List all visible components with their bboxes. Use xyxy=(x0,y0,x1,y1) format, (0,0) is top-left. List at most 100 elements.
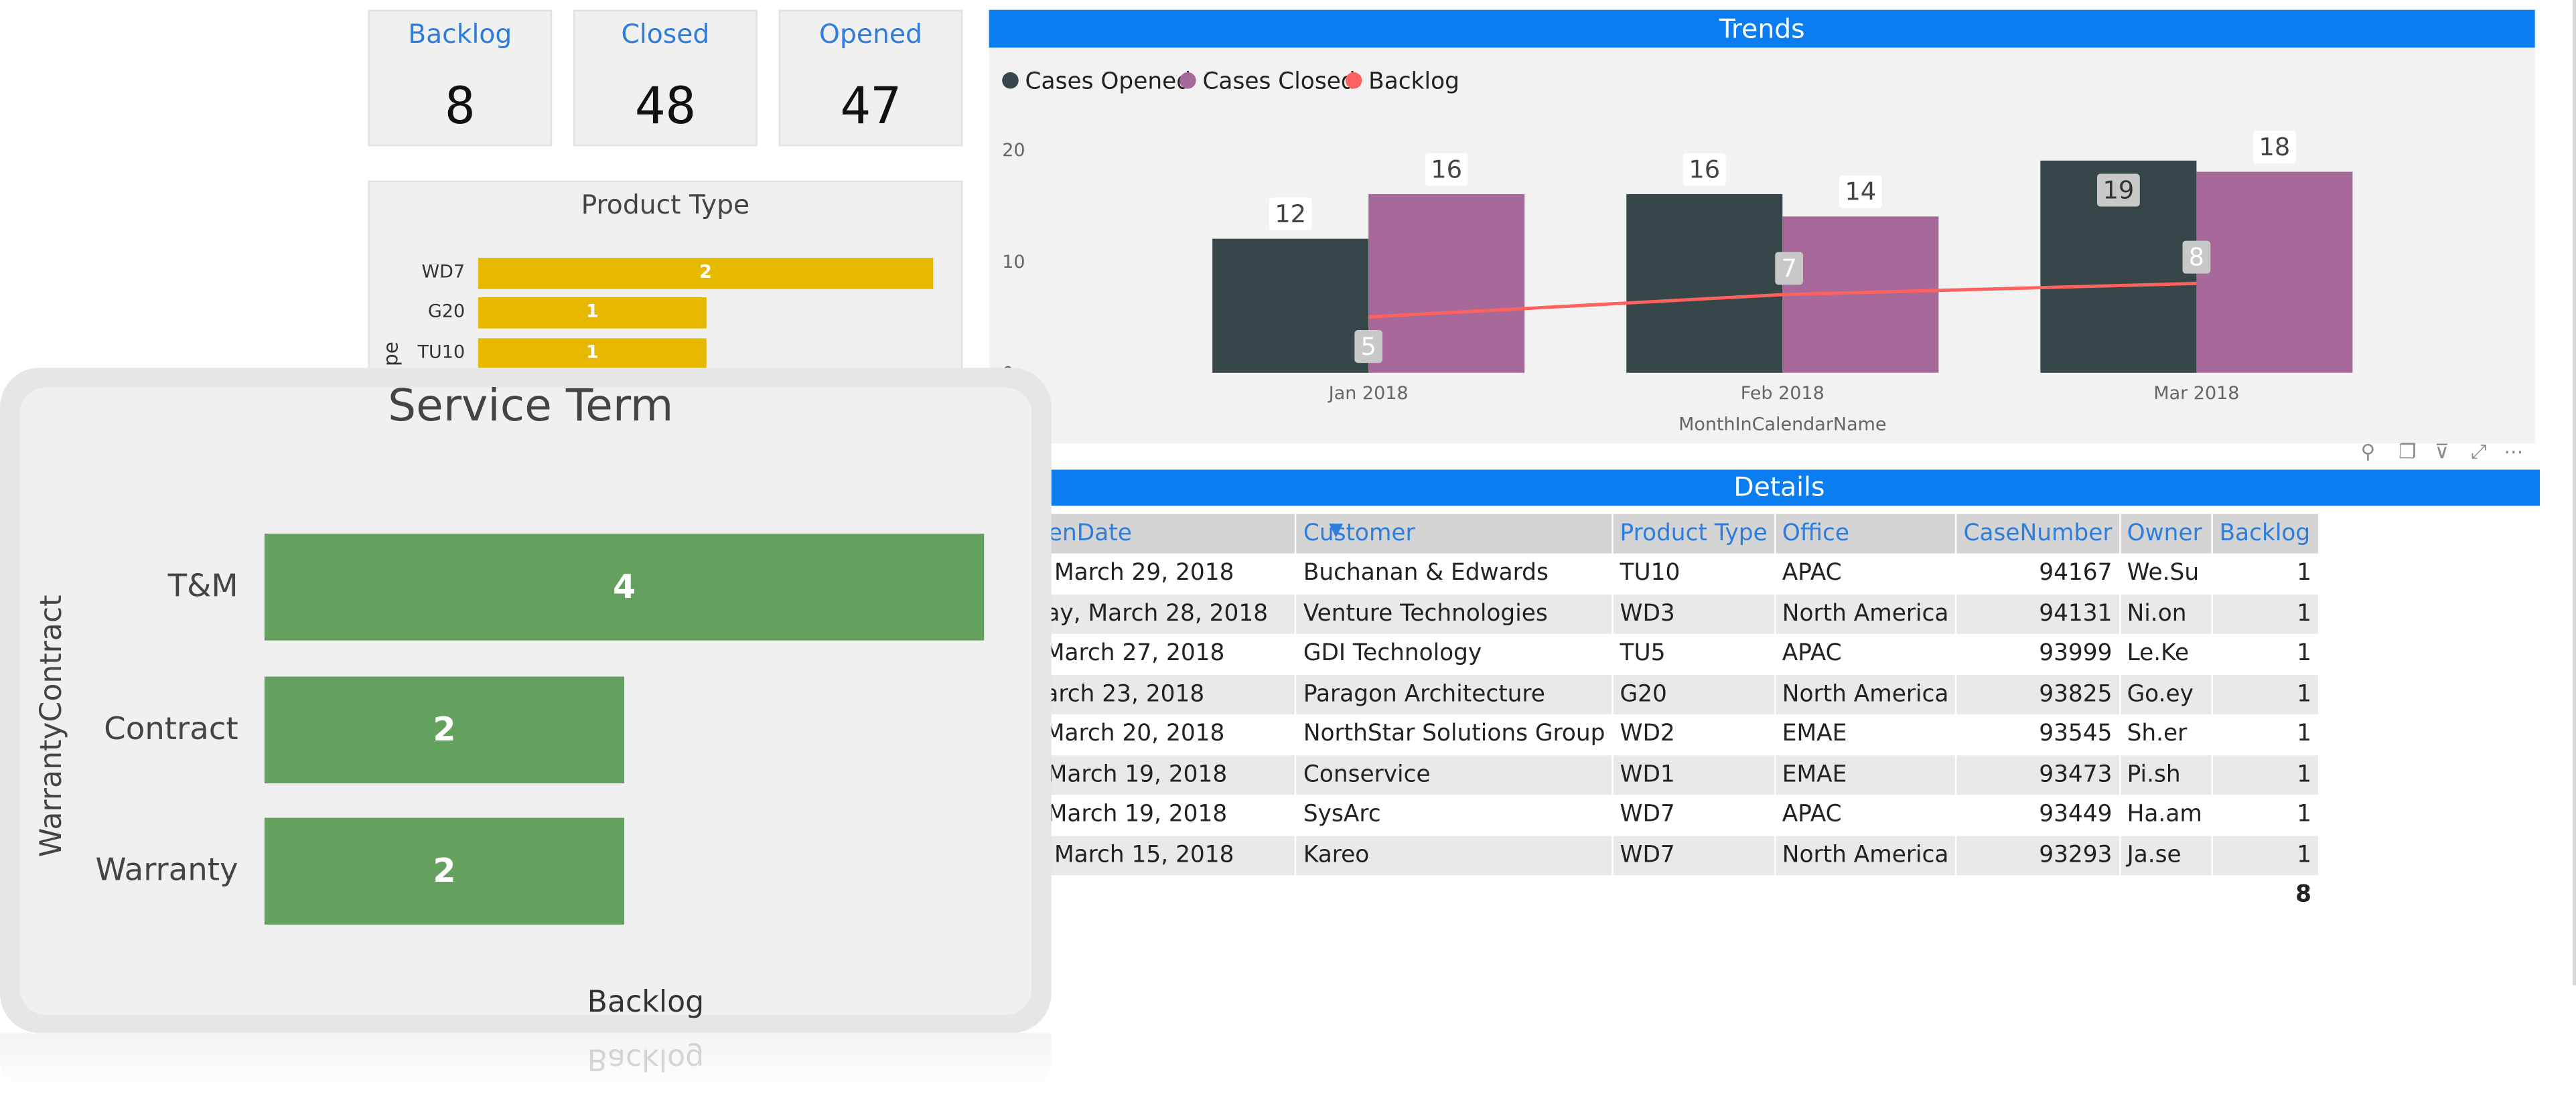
sort-descending-icon[interactable]: ▼ xyxy=(1329,519,1343,540)
bar[interactable]: 4 xyxy=(264,534,985,641)
kpi-card-closed[interactable]: Closed 48 xyxy=(573,9,758,147)
x-axis-title: MonthInCalendarName xyxy=(1678,414,1886,435)
legend-item[interactable]: Cases Closed xyxy=(1179,69,1356,95)
total-cell xyxy=(1295,875,1614,916)
column-header[interactable]: Office xyxy=(1774,514,1957,554)
table-cell: G20 xyxy=(1612,674,1776,714)
legend-dot xyxy=(1002,72,1019,89)
table-row[interactable]: rsday, March 15, 2018 Kareo WD7 North Ameri… xyxy=(969,835,2320,876)
bar[interactable]: 2 xyxy=(264,817,625,925)
table-cell: North America xyxy=(1774,593,1957,634)
bar-row[interactable]: WD7 2 xyxy=(370,258,961,289)
data-label-cases-opened-bg xyxy=(1683,153,1726,186)
filter-icon[interactable]: ⊽ xyxy=(2435,440,2449,463)
copy-icon[interactable]: ❐ xyxy=(2399,440,2417,463)
data-label-backlog-bg xyxy=(2182,240,2211,274)
total-cell: 8 xyxy=(2212,875,2320,916)
table-cell: North America xyxy=(1774,674,1957,714)
kpi-value: 8 xyxy=(444,77,476,137)
column-header[interactable]: Customer xyxy=(1295,514,1614,554)
table-cell: NorthStar Solutions Group xyxy=(1295,714,1614,755)
table-cell: WD7 xyxy=(1612,795,1776,836)
data-label-cases-closed: 14 xyxy=(1845,177,1876,206)
table-header-row: enDate ▼ Customer Product Type Office Cas… xyxy=(969,514,2320,554)
bar[interactable]: 1 xyxy=(478,297,707,329)
category-label: T&M xyxy=(167,568,238,605)
details-header: Details xyxy=(1018,469,2541,506)
table-cell: Kareo xyxy=(1295,835,1614,876)
column-header[interactable]: CaseNumber xyxy=(1956,514,2121,554)
legend-label: Backlog xyxy=(1368,69,1459,96)
kpi-label: Opened xyxy=(819,17,922,50)
table-row[interactable]: sday, March 27, 2018 GDI Technology TU5 APA… xyxy=(969,633,2320,674)
table-cell: TU5 xyxy=(1612,633,1776,674)
table-cell: Le.Ke xyxy=(2119,633,2213,674)
table-row[interactable]: rsday, March 29, 2018 Buchanan & Edwards T… xyxy=(969,553,2320,594)
bar-cases-opened xyxy=(1212,238,1369,373)
legend-item[interactable]: Backlog xyxy=(1345,69,1459,96)
table-cell: Venture Technologies xyxy=(1295,593,1614,634)
axis-title: pe xyxy=(379,341,403,366)
data-label-cases-closed: 16 xyxy=(1431,155,1462,183)
table-cell: Conservice xyxy=(1295,755,1614,795)
table-cell: APAC xyxy=(1774,633,1957,674)
kpi-label: Backlog xyxy=(408,17,512,50)
data-label-cases-closed-bg xyxy=(1425,153,1468,186)
table-row[interactable]: sday, March 20, 2018 NorthStar Solutions … xyxy=(969,714,2320,755)
table-cell: SysArc xyxy=(1295,795,1614,836)
table-row[interactable]: dnesday, March 28, 2018 Venture Technolog… xyxy=(969,593,2320,634)
column-header[interactable]: Backlog xyxy=(2212,514,2320,554)
table-cell: 1 xyxy=(2212,835,2320,876)
table-cell: WD2 xyxy=(1612,714,1776,755)
table-cell: 1 xyxy=(2212,674,2320,714)
bar-row[interactable]: G20 1 xyxy=(370,297,961,329)
table-cell: 94131 xyxy=(1956,593,2121,634)
table-cell: Buchanan & Edwards xyxy=(1295,553,1614,594)
kpi-card-opened[interactable]: Opened 47 xyxy=(778,9,963,147)
kpi-value: 48 xyxy=(634,77,697,137)
y-tick-label: 20 xyxy=(1002,140,1025,161)
total-cell xyxy=(1612,875,1776,916)
data-label: 4 xyxy=(612,566,636,607)
x-axis-title: Backlog xyxy=(587,985,705,1020)
focus-mode-icon[interactable]: ⤢ xyxy=(2471,440,2487,463)
legend-dot xyxy=(1179,72,1196,89)
x-tick-label: Mar 2018 xyxy=(2153,383,2239,404)
pin-icon[interactable]: ⚲ xyxy=(2360,440,2376,463)
table-cell: 93473 xyxy=(1956,755,2121,795)
bar-cases-closed xyxy=(1368,193,1525,373)
bar[interactable]: 1 xyxy=(478,338,707,370)
column-header[interactable]: Product Type xyxy=(1612,514,1776,554)
kpi-label: Closed xyxy=(621,17,710,50)
more-options-icon[interactable]: ⋯ xyxy=(2504,440,2524,463)
x-axis-title-reflection: Backlog xyxy=(587,1041,705,1076)
details-table[interactable]: enDate ▼ Customer Product Type Office Cas… xyxy=(969,514,2320,916)
column-header[interactable]: Owner xyxy=(2119,514,2213,554)
y-axis-title: WarrantyContract xyxy=(34,595,70,858)
data-label: 1 xyxy=(585,300,599,322)
table-row[interactable]: nday, March 19, 2018 Conservice WD1 EMAE 934… xyxy=(969,755,2320,795)
bar-row[interactable]: TU10 1 xyxy=(370,338,961,370)
x-tick-label: Jan 2018 xyxy=(1328,383,1409,404)
total-cell xyxy=(1956,875,2121,916)
table-cell: WD1 xyxy=(1612,755,1776,795)
table-cell: Ni.on xyxy=(2119,593,2213,634)
bar[interactable]: 2 xyxy=(478,258,934,289)
total-cell xyxy=(1774,875,1957,916)
table-cell: 93449 xyxy=(1956,795,2121,836)
data-label-backlog-bg xyxy=(1775,252,1803,285)
bar[interactable]: 2 xyxy=(264,676,625,783)
table-cell: 1 xyxy=(2212,553,2320,594)
table-row[interactable]: nday, March 19, 2018 SysArc WD7 APAC 93449 Ha… xyxy=(969,795,2320,836)
page-scrollbar[interactable] xyxy=(2573,0,2576,986)
table-cell: APAC xyxy=(1774,553,1957,594)
table-row[interactable]: lay, March 23, 2018 Paragon Architecture G… xyxy=(969,674,2320,714)
data-label-cases-closed-bg xyxy=(1839,175,1882,209)
legend-item[interactable]: Cases Opened xyxy=(1002,69,1191,95)
y-tick-label: 10 xyxy=(1002,252,1025,272)
trends-chart[interactable]: Cases Opened Cases Closed Backlog 20100J… xyxy=(989,48,2535,444)
data-label-backlog: 8 xyxy=(2189,242,2204,271)
kpi-card-backlog[interactable]: Backlog 8 xyxy=(368,9,553,147)
table-cell: TU10 xyxy=(1612,553,1776,594)
